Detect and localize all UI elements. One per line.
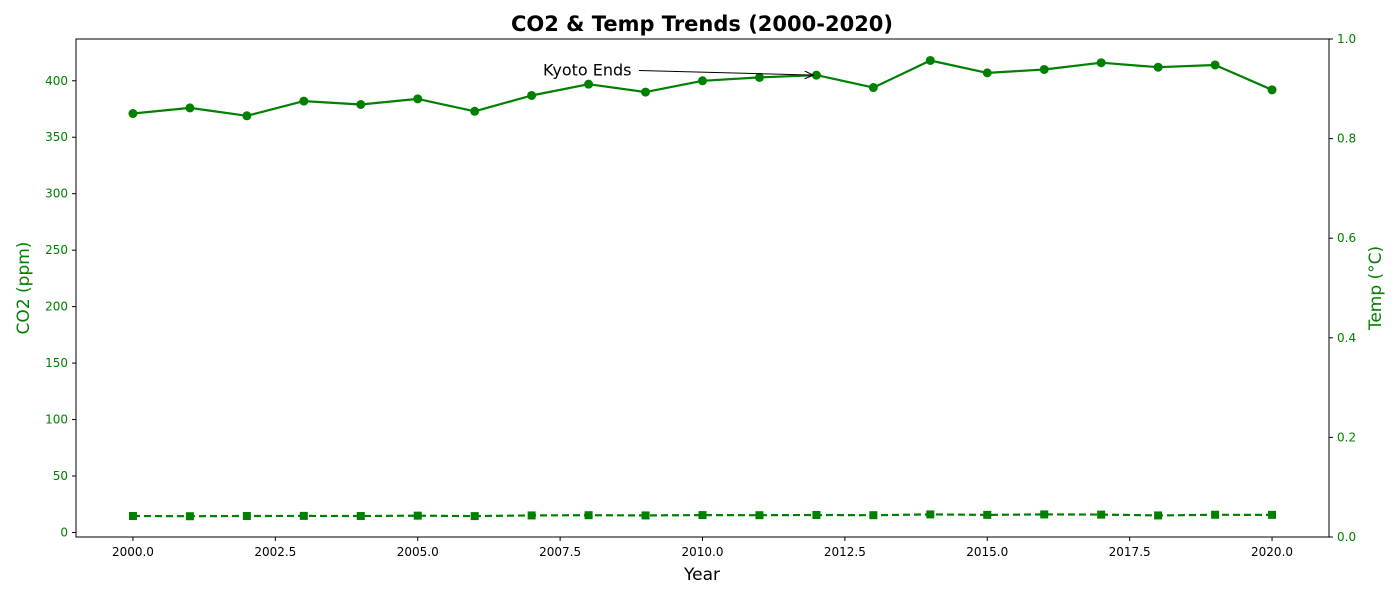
x-tick-label: 2020.0	[1251, 545, 1293, 559]
series-2-point	[698, 511, 707, 520]
series-2-point	[527, 511, 536, 520]
x-tick-label: 2010.0	[682, 545, 724, 559]
y-axis-left: 0 50 100 150 200 250 300 350 400	[45, 74, 76, 539]
series-1-point	[356, 99, 366, 109]
y2-tick-label: 0.0	[1337, 530, 1356, 544]
series-2-point	[185, 512, 194, 521]
x-tick-label: 2017.5	[1109, 545, 1151, 559]
series-1-point	[982, 68, 992, 78]
x-axis-label: Year	[683, 565, 720, 585]
series-2-point	[584, 511, 593, 520]
series-1-point	[754, 72, 764, 82]
series-2-point	[755, 511, 764, 520]
y-tick-label: 200	[45, 300, 68, 314]
y-tick-label: 300	[45, 187, 68, 201]
y-axis-label: CO2 (ppm)	[14, 242, 34, 335]
series-1-point	[641, 87, 651, 97]
x-tick-label: 2012.5	[824, 545, 866, 559]
series-2-point	[1211, 510, 1220, 519]
y2-tick-label: 0.2	[1337, 430, 1356, 444]
series-2-point	[1040, 510, 1049, 519]
series-1-point	[868, 83, 878, 93]
series-1-point	[925, 55, 935, 65]
x-tick-label: 2007.5	[539, 545, 581, 559]
y-tick-label: 250	[45, 243, 68, 257]
y2-tick-label: 1.0	[1337, 32, 1356, 46]
series-1-point	[299, 96, 309, 106]
series-1-point	[1096, 58, 1106, 68]
y-tick-label: 0	[60, 525, 68, 539]
series-2-point	[356, 511, 365, 520]
y-tick-label: 50	[53, 469, 68, 483]
x-tick-label: 2002.5	[254, 545, 296, 559]
series-2-point	[869, 511, 878, 520]
series-2-point	[299, 511, 308, 520]
series-2-point	[413, 511, 422, 520]
series-1-point	[1267, 85, 1277, 95]
series-2-point	[983, 510, 992, 519]
series-2-point	[128, 511, 137, 520]
series-2-point	[1154, 511, 1163, 520]
annotation-text: Kyoto Ends	[543, 60, 631, 79]
y2-tick-label: 0.6	[1337, 231, 1356, 245]
y-tick-label: 350	[45, 130, 68, 144]
series-1-point	[1210, 60, 1220, 70]
x-tick-label: 2005.0	[397, 545, 439, 559]
series-2-point	[1268, 510, 1277, 519]
series-2-point	[641, 511, 650, 520]
series-1-point	[527, 90, 537, 100]
x-tick-label: 2000.0	[112, 545, 154, 559]
series-1-point	[584, 79, 594, 89]
y2-tick-label: 0.8	[1337, 132, 1356, 146]
annotation-layer: Kyoto Ends	[543, 60, 813, 79]
series-1-point	[128, 109, 138, 119]
series-2-point	[242, 511, 251, 520]
series-layer	[128, 55, 1277, 521]
series-1-point	[1153, 62, 1163, 72]
series-2-point	[1097, 510, 1106, 519]
series-1-point	[413, 94, 423, 104]
x-axis: 2000.0 2002.5 2005.0 2007.5 2010.0 2012.5 2015…	[112, 537, 1293, 559]
series-1-point	[185, 103, 195, 113]
y2-tick-label: 0.4	[1337, 331, 1356, 345]
y2-axis-label: Temp (°C)	[1366, 246, 1386, 331]
annotation-arrow	[639, 69, 813, 75]
series-1-point	[698, 76, 707, 86]
series-2-point	[926, 510, 935, 519]
series-1-point	[242, 111, 252, 121]
series-1-point	[470, 106, 480, 116]
series-2-point	[470, 512, 479, 521]
series-2-line	[132, 513, 1273, 518]
y-tick-label: 150	[45, 356, 68, 370]
y-tick-label: 400	[45, 74, 68, 88]
y-axis-right: 0.0 0.2 0.4 0.6 0.8 1.0	[1329, 32, 1356, 544]
series-1-point	[1039, 64, 1049, 74]
series-2-point	[812, 510, 821, 519]
chart-title: CO2 & Temp Trends (2000-2020)	[511, 12, 893, 36]
y-tick-label: 100	[45, 413, 68, 427]
x-tick-label: 2015.0	[966, 545, 1008, 559]
